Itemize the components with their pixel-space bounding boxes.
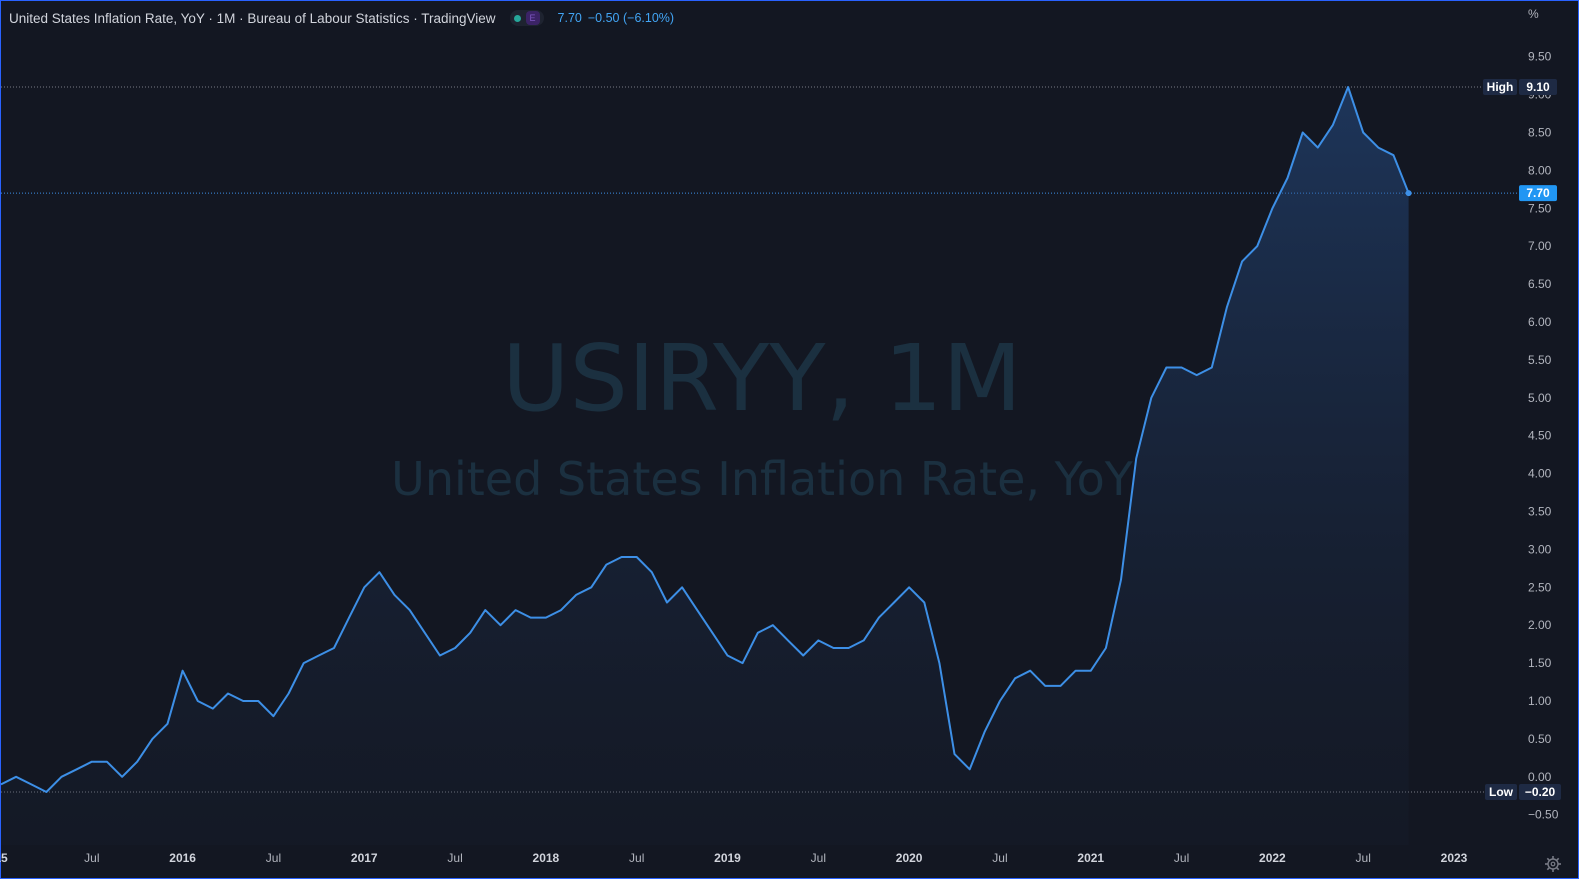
x-tick-label: 2019 (714, 851, 741, 865)
high-value-tag-bg (1519, 79, 1557, 95)
x-tick-label: 15 (0, 851, 8, 865)
y-tick-label: 4.00 (1528, 467, 1552, 481)
x-tick-label: Jul (84, 851, 99, 865)
y-tick-label: 6.50 (1528, 277, 1552, 291)
x-tick-label: 2018 (533, 851, 560, 865)
chart-title: United States Inflation Rate, YoY · 1M ·… (9, 10, 496, 26)
y-tick-label: 2.00 (1528, 618, 1552, 632)
y-tick-label: 9.50 (1528, 50, 1552, 64)
x-tick-label: 2020 (896, 851, 923, 865)
x-tick-label: 2017 (351, 851, 378, 865)
x-tick-label: 2022 (1259, 851, 1286, 865)
watermark: USIRYY, 1M United States Inflation Rate,… (391, 325, 1134, 506)
y-tick-label: 2.50 (1528, 580, 1552, 594)
low-label: Low (1489, 785, 1514, 799)
last-value-tag-bg (1519, 185, 1557, 202)
y-tick-label: 3.50 (1528, 505, 1552, 519)
x-tick-label: 2023 (1441, 851, 1468, 865)
series-line (0, 86, 1410, 793)
y-tick-label: 6.00 (1528, 315, 1552, 329)
high-label-bg (1483, 79, 1517, 95)
y-tick-label: 7.50 (1528, 201, 1552, 215)
watermark-name: United States Inflation Rate, YoY (391, 452, 1134, 506)
x-tick-label: Jul (629, 851, 644, 865)
high-value-tag: 9.10 (1526, 80, 1550, 94)
watermark-symbol: USIRYY, 1M (502, 325, 1022, 432)
y-tick-label: 5.50 (1528, 353, 1552, 367)
x-tick-label: 2021 (1077, 851, 1104, 865)
x-tick-label: Jul (1174, 851, 1189, 865)
y-tick-label: 8.50 (1528, 125, 1552, 139)
last-value: 7.70 (557, 11, 582, 25)
y-tick-label: 1.00 (1528, 694, 1552, 708)
y-tick-label: 8.00 (1528, 163, 1552, 177)
x-tick-label: Jul (1356, 851, 1371, 865)
indicator-pill[interactable]: E (509, 10, 544, 26)
y-tick-label: 3.00 (1528, 542, 1552, 556)
axis-unit: % (1528, 7, 1539, 21)
y-tick-label: 5.00 (1528, 391, 1552, 405)
last-value-tag: 7.70 (1526, 186, 1550, 200)
x-tick-label: Jul (992, 851, 1007, 865)
low-label-bg (1485, 784, 1517, 800)
earnings-badge: E (525, 11, 540, 25)
time-axis[interactable]: 15 Jul 2016 Jul 2017 Jul 2018 Jul 2019 Jul 2020 Jul… (0, 851, 1468, 865)
x-tick-label: Jul (447, 851, 462, 865)
gear-icon[interactable] (1545, 856, 1561, 872)
high-label: High (1487, 80, 1514, 94)
y-tick-label: 4.50 (1528, 429, 1552, 443)
legend-header: United States Inflation Rate, YoY · 1M ·… (9, 9, 674, 27)
y-tick-label: 7.00 (1528, 239, 1552, 253)
axis-tags: High 9.10 7.70 Low −0.20 (1483, 79, 1561, 800)
x-tick-label: Jul (266, 851, 281, 865)
x-tick-label: 2016 (169, 851, 196, 865)
low-value-tag-bg (1519, 784, 1561, 800)
y-tick-label: 0.00 (1528, 770, 1552, 784)
y-tick-label: 1.50 (1528, 656, 1552, 670)
y-tick-label: 0.50 (1528, 732, 1552, 746)
x-tick-label: Jul (811, 851, 826, 865)
status-dot-icon (513, 14, 521, 22)
series-area (1, 87, 1409, 845)
y-tick-label: −0.50 (1528, 808, 1559, 822)
low-value-tag: −0.20 (1525, 785, 1556, 799)
last-point-marker (1405, 190, 1412, 197)
price-axis[interactable]: % 9.509.008.508.007.507.006.506.005.505.… (1528, 7, 1559, 822)
value-change: −0.50 (−6.10%) (587, 11, 675, 25)
